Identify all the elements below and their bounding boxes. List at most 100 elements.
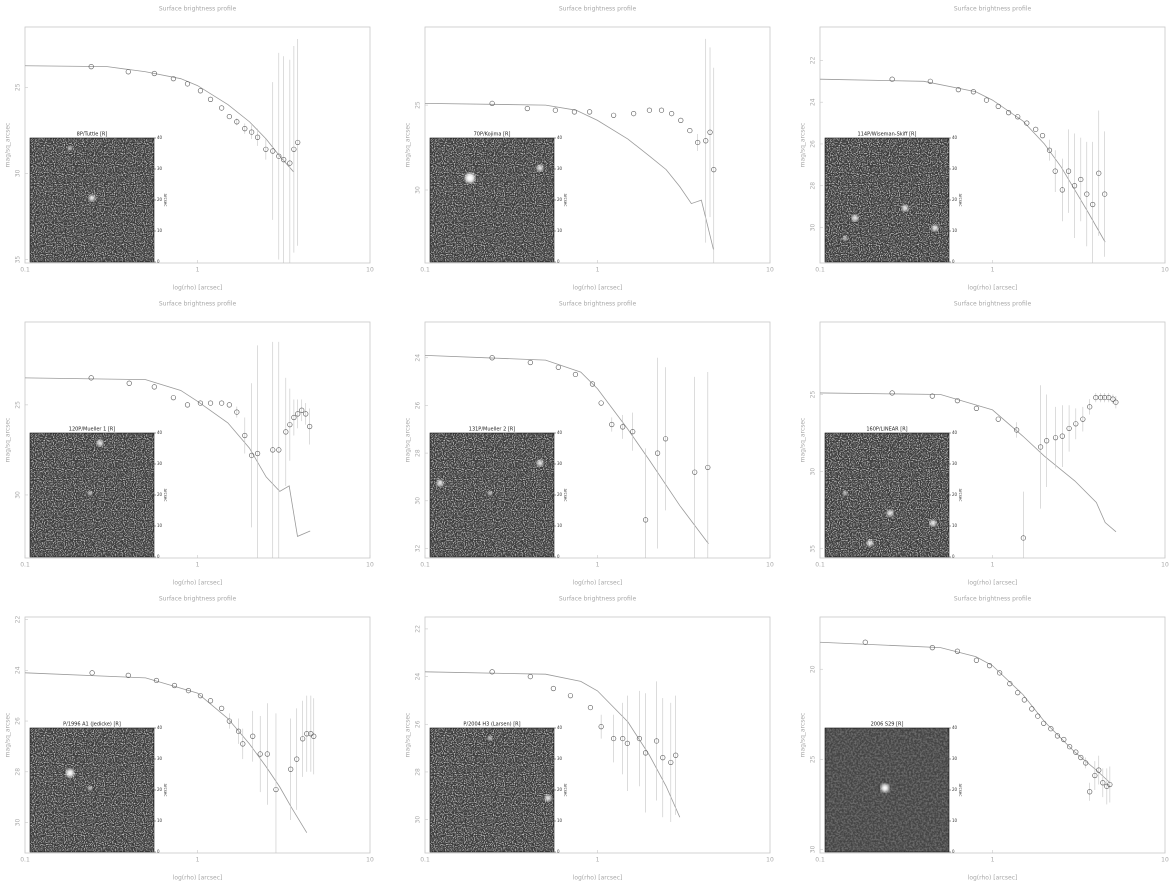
inset-source: [545, 795, 551, 801]
inset-axis-label: arcsec: [563, 784, 568, 797]
inset-tick-label: 40: [557, 135, 563, 140]
data-point: [197, 693, 204, 699]
x-tick-label: 10: [1161, 857, 1169, 864]
data-point: [226, 402, 232, 408]
inset-axis-label: arcsec: [163, 784, 168, 797]
panel: Surface brightness profile log(rho) [arcs…: [5, 6, 374, 292]
chart-title: Surface brightness profile: [159, 301, 237, 308]
inset-axis-label: arcsec: [163, 194, 168, 207]
inset-tick-label: 20: [157, 492, 163, 497]
plot-data: [425, 38, 717, 263]
data-point: [571, 109, 578, 115]
x-tick-label: 10: [366, 267, 374, 274]
model-line: [25, 672, 308, 833]
data-point: [287, 422, 293, 428]
data-point: [631, 110, 637, 117]
data-point: [1107, 781, 1113, 788]
data-point: [1071, 183, 1078, 189]
y-tick-label: 25: [810, 390, 817, 398]
inset-tick-label: 30: [952, 166, 958, 171]
inset-title: 2006 S29 [R]: [871, 722, 904, 728]
model-line: [820, 392, 1117, 533]
data-point: [695, 139, 701, 146]
x-tick-label: 10: [766, 267, 774, 274]
inset-source: [843, 236, 847, 240]
data-point: [264, 751, 270, 757]
data-point: [1087, 789, 1093, 795]
data-point: [636, 735, 643, 742]
data-point: [283, 429, 289, 435]
inset-axis-label: arcsec: [958, 194, 963, 207]
data-point: [1080, 416, 1086, 422]
inset-tick-label: 20: [557, 787, 563, 792]
y-tick-label: 28: [415, 449, 422, 457]
data-point: [1092, 772, 1098, 779]
x-tick-label: 1: [991, 267, 995, 274]
data-point: [125, 69, 131, 75]
data-point: [660, 755, 666, 761]
data-point: [1098, 394, 1104, 401]
inset-source: [887, 510, 893, 516]
x-tick-label: 10: [1161, 267, 1169, 274]
inset: 120P/Mueller 1 [R] 0 10 20 30 40 arcsec: [29, 427, 168, 559]
inset-tick-label: 10: [157, 523, 163, 528]
data-point: [678, 117, 684, 123]
x-tick-label: 10: [766, 562, 774, 569]
x-tick-label: 0.1: [815, 267, 825, 274]
y-tick-label: 28: [15, 768, 22, 776]
data-point: [88, 64, 94, 70]
inset-source: [488, 736, 492, 740]
data-point: [711, 167, 717, 173]
inset-source: [932, 225, 938, 231]
panel: Surface brightness profile log(rho) [arcs…: [405, 596, 774, 882]
data-point: [705, 464, 711, 471]
data-point: [303, 411, 309, 417]
data-point: [986, 663, 993, 669]
data-point: [184, 402, 191, 408]
inset-tick-label: 40: [557, 430, 563, 435]
inset: 114P/Wiseman-Skiff [R] 0 10 20 30 40 arcsec: [824, 132, 963, 264]
inset-tick-label: 10: [952, 228, 958, 233]
inset-tick-label: 10: [952, 818, 958, 823]
y-axis-label: mag/sq_arcsec: [5, 418, 12, 463]
inset-tick-label: 30: [157, 166, 163, 171]
y-tick-label: 22: [15, 616, 22, 624]
data-point: [294, 756, 300, 762]
data-point: [300, 736, 306, 742]
data-point: [291, 414, 297, 421]
inset-tick-label: 0: [952, 849, 955, 854]
inset-source: [89, 195, 95, 201]
data-point: [273, 786, 279, 793]
data-point: [254, 134, 261, 140]
data-point: [524, 105, 530, 112]
inset-source: [465, 173, 475, 183]
data-point: [240, 741, 246, 747]
x-tick-label: 1: [196, 562, 200, 569]
data-point: [620, 735, 626, 742]
inset-tick-label: 0: [557, 554, 560, 559]
x-tick-label: 0.1: [815, 857, 825, 864]
data-point: [254, 450, 261, 457]
y-tick-label: 20: [810, 665, 817, 673]
data-point: [692, 469, 698, 475]
inset-title: 70P/Kojima [R]: [474, 132, 511, 138]
data-point: [249, 129, 255, 135]
data-point: [1059, 433, 1065, 439]
inset-tick-label: 20: [952, 197, 958, 202]
inset-noise: [430, 433, 554, 557]
inset-source: [488, 491, 492, 495]
x-tick-label: 0.1: [815, 562, 825, 569]
inset-source: [881, 784, 889, 792]
data-point: [1044, 438, 1050, 444]
data-point: [234, 409, 240, 415]
data-point: [1078, 754, 1084, 761]
data-point: [1067, 744, 1073, 750]
inset-axis-label: arcsec: [958, 489, 963, 502]
plot-data: [425, 669, 681, 823]
data-point: [572, 371, 579, 378]
inset-tick-label: 10: [557, 818, 563, 823]
data-point: [1113, 399, 1119, 405]
data-point: [88, 375, 94, 381]
x-tick-label: 1: [596, 267, 600, 274]
